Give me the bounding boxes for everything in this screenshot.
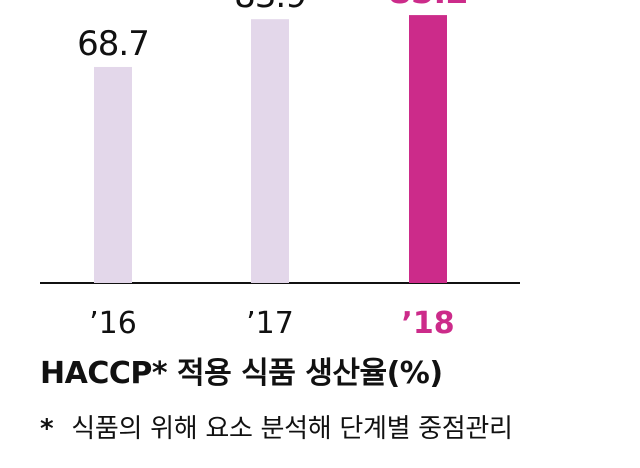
bar-0 <box>94 66 132 283</box>
bar-1 <box>251 19 289 283</box>
footnote: * 식품의 위해 요소 분석해 단계별 중점관리 <box>40 408 513 445</box>
tick-label-0: ’16 <box>89 306 137 341</box>
bar-2 <box>409 15 447 284</box>
value-label-1: 83.9 <box>234 0 306 16</box>
footnote-text: 식품의 위해 요소 분석해 단계별 중점관리 <box>71 414 513 444</box>
footnote-marker: * <box>40 414 54 444</box>
tick-label-1: ’17 <box>246 306 294 341</box>
value-label-2: 85.2 <box>388 0 468 12</box>
value-label-0: 68.7 <box>77 24 149 64</box>
tick-label-2: ’18 <box>401 306 454 341</box>
chart-title: HACCP* 적용 식품 생산율(%) <box>40 356 443 391</box>
